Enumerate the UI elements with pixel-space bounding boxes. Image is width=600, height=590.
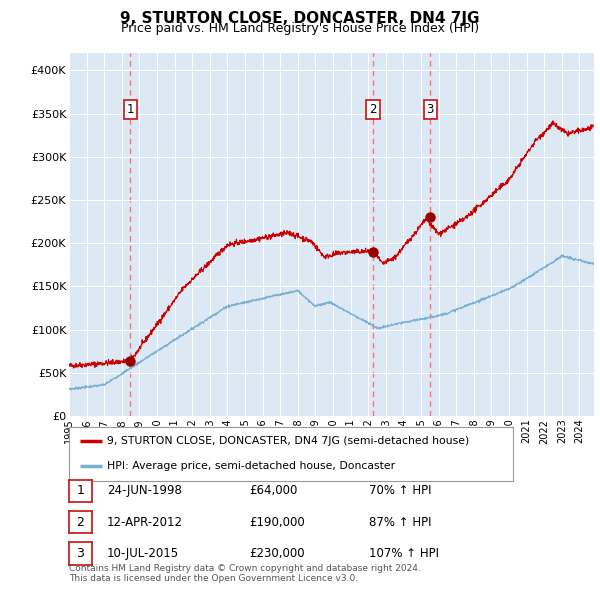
Text: 1: 1 <box>127 103 134 116</box>
Text: 24-JUN-1998: 24-JUN-1998 <box>107 484 182 497</box>
Text: 9, STURTON CLOSE, DONCASTER, DN4 7JG (semi-detached house): 9, STURTON CLOSE, DONCASTER, DN4 7JG (se… <box>107 436 469 446</box>
Text: 87% ↑ HPI: 87% ↑ HPI <box>369 516 431 529</box>
Text: 12-APR-2012: 12-APR-2012 <box>107 516 183 529</box>
Text: 70% ↑ HPI: 70% ↑ HPI <box>369 484 431 497</box>
Text: £230,000: £230,000 <box>249 547 305 560</box>
Text: 2: 2 <box>76 516 85 529</box>
Text: 1: 1 <box>76 484 85 497</box>
Text: 3: 3 <box>427 103 434 116</box>
Text: 9, STURTON CLOSE, DONCASTER, DN4 7JG: 9, STURTON CLOSE, DONCASTER, DN4 7JG <box>120 11 480 25</box>
Text: Price paid vs. HM Land Registry's House Price Index (HPI): Price paid vs. HM Land Registry's House … <box>121 22 479 35</box>
Text: 2: 2 <box>370 103 377 116</box>
Text: HPI: Average price, semi-detached house, Doncaster: HPI: Average price, semi-detached house,… <box>107 461 395 471</box>
Text: 3: 3 <box>76 547 85 560</box>
Text: £64,000: £64,000 <box>249 484 298 497</box>
Text: £190,000: £190,000 <box>249 516 305 529</box>
Text: 10-JUL-2015: 10-JUL-2015 <box>107 547 179 560</box>
Text: 107% ↑ HPI: 107% ↑ HPI <box>369 547 439 560</box>
Text: Contains HM Land Registry data © Crown copyright and database right 2024.
This d: Contains HM Land Registry data © Crown c… <box>69 563 421 583</box>
